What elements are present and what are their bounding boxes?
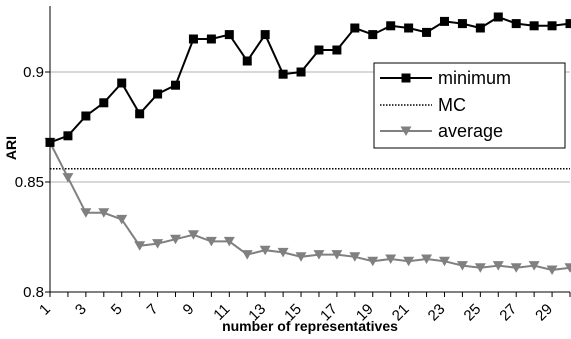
x-tick-label: 29 [532,301,556,325]
legend-marker-minimum [401,73,411,83]
average-point-15 [295,252,307,262]
legend-label-minimum: minimum [438,68,511,88]
x-tick-label: 5 [108,301,126,319]
average-point-6 [134,241,146,251]
average-point-26 [492,261,504,271]
minimum-point-27 [511,19,521,29]
average-point-8 [170,234,182,245]
x-tick-label: 9 [180,301,198,319]
x-tick-label: 3 [72,301,90,319]
average-point-27 [510,263,522,273]
average-point-30 [564,263,571,273]
minimum-point-11 [224,30,234,40]
average-point-5 [116,214,128,225]
x-tick-label: 7 [144,301,162,319]
minimum-point-28 [529,21,539,31]
y-axis-label: ARI [3,136,19,160]
average-point-16 [313,250,325,260]
minimum-point-21 [404,23,414,33]
minimum-point-23 [439,16,449,26]
minimum-point-22 [422,27,432,37]
average-point-4 [98,208,110,218]
minimum-point-12 [242,56,252,66]
minimum-point-24 [457,19,467,29]
legend-marker-average [400,126,412,136]
minimum-point-20 [386,21,396,31]
minimum-point-14 [278,69,288,79]
axes [45,6,571,297]
x-tick-label: 23 [425,301,449,325]
minimum-point-3 [81,111,91,121]
average-point-13 [259,245,271,256]
legend: minimum MC average [373,62,566,149]
x-tick-label: 27 [496,301,520,325]
legend-label-mc: MC [438,95,466,115]
minimum-point-29 [547,21,557,31]
minimum-point-2 [63,131,73,141]
minimum-point-16 [314,45,324,55]
average-point-9 [187,230,199,240]
legend-label-average: average [438,121,503,141]
minimum-point-8 [171,80,181,90]
minimum-point-18 [350,23,360,33]
minimum-point-4 [99,98,109,108]
minimum-point-7 [153,89,163,99]
x-tick-label: 1 [36,301,54,319]
minimum-point-30 [565,19,571,29]
minimum-point-15 [296,67,306,77]
average-point-11 [223,236,235,247]
average-series [44,137,571,275]
minimum-point-6 [135,109,145,119]
y-tick-label: 0.85 [15,174,44,191]
average-point-23 [438,256,450,267]
x-axis-label: number of representatives [222,318,398,334]
average-point-25 [474,263,486,273]
average-point-10 [205,236,217,247]
minimum-point-17 [332,45,342,55]
y-tick-label: 0.8 [23,284,44,301]
plot-area [50,6,570,292]
minimum-point-13 [260,30,270,40]
average-point-14 [277,247,289,258]
y-tick-labels: 0.8 0.85 0.9 [15,64,44,301]
x-tick-label: 25 [461,301,485,325]
minimum-point-19 [368,30,378,40]
average-point-29 [546,265,558,275]
average-point-24 [456,261,468,271]
average-point-2 [62,173,74,183]
y-tick-label: 0.9 [23,64,44,81]
minimum-point-10 [206,34,216,44]
average-point-21 [403,256,415,267]
minimum-point-25 [475,23,485,33]
average-point-19 [367,256,379,267]
minimum-point-26 [493,12,503,22]
average-point-12 [241,250,253,260]
minimum-point-5 [117,78,127,88]
average-point-22 [421,254,433,264]
average-point-18 [349,252,361,262]
average-point-7 [152,239,164,249]
minimum-point-9 [188,34,198,44]
average-point-20 [385,254,397,264]
average-point-28 [528,261,540,271]
average-point-17 [331,250,343,260]
average-point-3 [80,208,92,218]
